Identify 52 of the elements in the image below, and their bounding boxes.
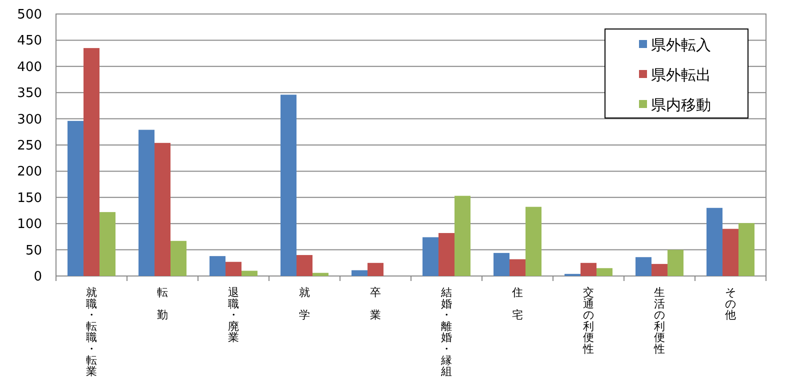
bar xyxy=(368,262,384,276)
bar xyxy=(706,208,722,276)
bar xyxy=(652,264,668,276)
y-tick-label: 350 xyxy=(17,86,42,102)
bar xyxy=(510,259,526,276)
bar xyxy=(280,94,296,276)
legend-label: 県外転出 xyxy=(651,66,711,84)
x-tick-label: 交通の利便性 xyxy=(582,286,594,356)
y-tick-label: 0 xyxy=(34,270,42,284)
bar xyxy=(210,256,226,276)
bar xyxy=(438,233,454,276)
y-tick-label: 250 xyxy=(17,138,42,154)
bar xyxy=(494,252,510,276)
bar xyxy=(668,250,684,276)
y-tick-label: 500 xyxy=(17,8,42,22)
legend-label: 県外転入 xyxy=(651,36,711,54)
legend-label: 県内移動 xyxy=(651,96,711,114)
bar xyxy=(226,262,242,276)
x-tick-label: 住宅 xyxy=(512,286,523,322)
bar xyxy=(580,262,596,276)
x-tick-label: 退職・廃業 xyxy=(228,286,239,344)
bar xyxy=(154,142,170,276)
bar xyxy=(596,268,612,276)
bar xyxy=(738,223,754,276)
x-tick-label: 卒業 xyxy=(370,286,381,322)
bar xyxy=(312,272,328,276)
bar xyxy=(138,130,154,276)
x-tick-label: 生活の利便性 xyxy=(653,286,665,356)
x-tick-label: その他 xyxy=(725,286,736,322)
bar xyxy=(100,212,116,276)
bar xyxy=(242,270,258,276)
y-tick-label: 450 xyxy=(17,34,42,49)
y-tick-label: 150 xyxy=(17,190,42,206)
x-tick-label: 結婚・離婚・縁組 xyxy=(440,286,452,378)
bar xyxy=(422,237,438,276)
y-tick-label: 50 xyxy=(25,243,42,258)
bar xyxy=(526,206,542,276)
x-tick-label: 就職・転職・転業 xyxy=(86,286,97,378)
bar xyxy=(722,228,738,276)
bar xyxy=(170,240,186,276)
bar xyxy=(68,120,84,276)
bar xyxy=(352,270,368,276)
y-tick-label: 400 xyxy=(17,60,42,75)
y-tick-label: 300 xyxy=(17,112,42,128)
y-tick-label: 200 xyxy=(17,164,42,180)
bar xyxy=(636,257,652,276)
bar xyxy=(296,255,312,276)
x-tick-label: 就学 xyxy=(299,286,310,322)
bar xyxy=(454,196,470,276)
y-tick-label: 100 xyxy=(17,217,42,232)
x-tick-label: 転勤 xyxy=(157,286,168,322)
bar xyxy=(84,48,100,276)
